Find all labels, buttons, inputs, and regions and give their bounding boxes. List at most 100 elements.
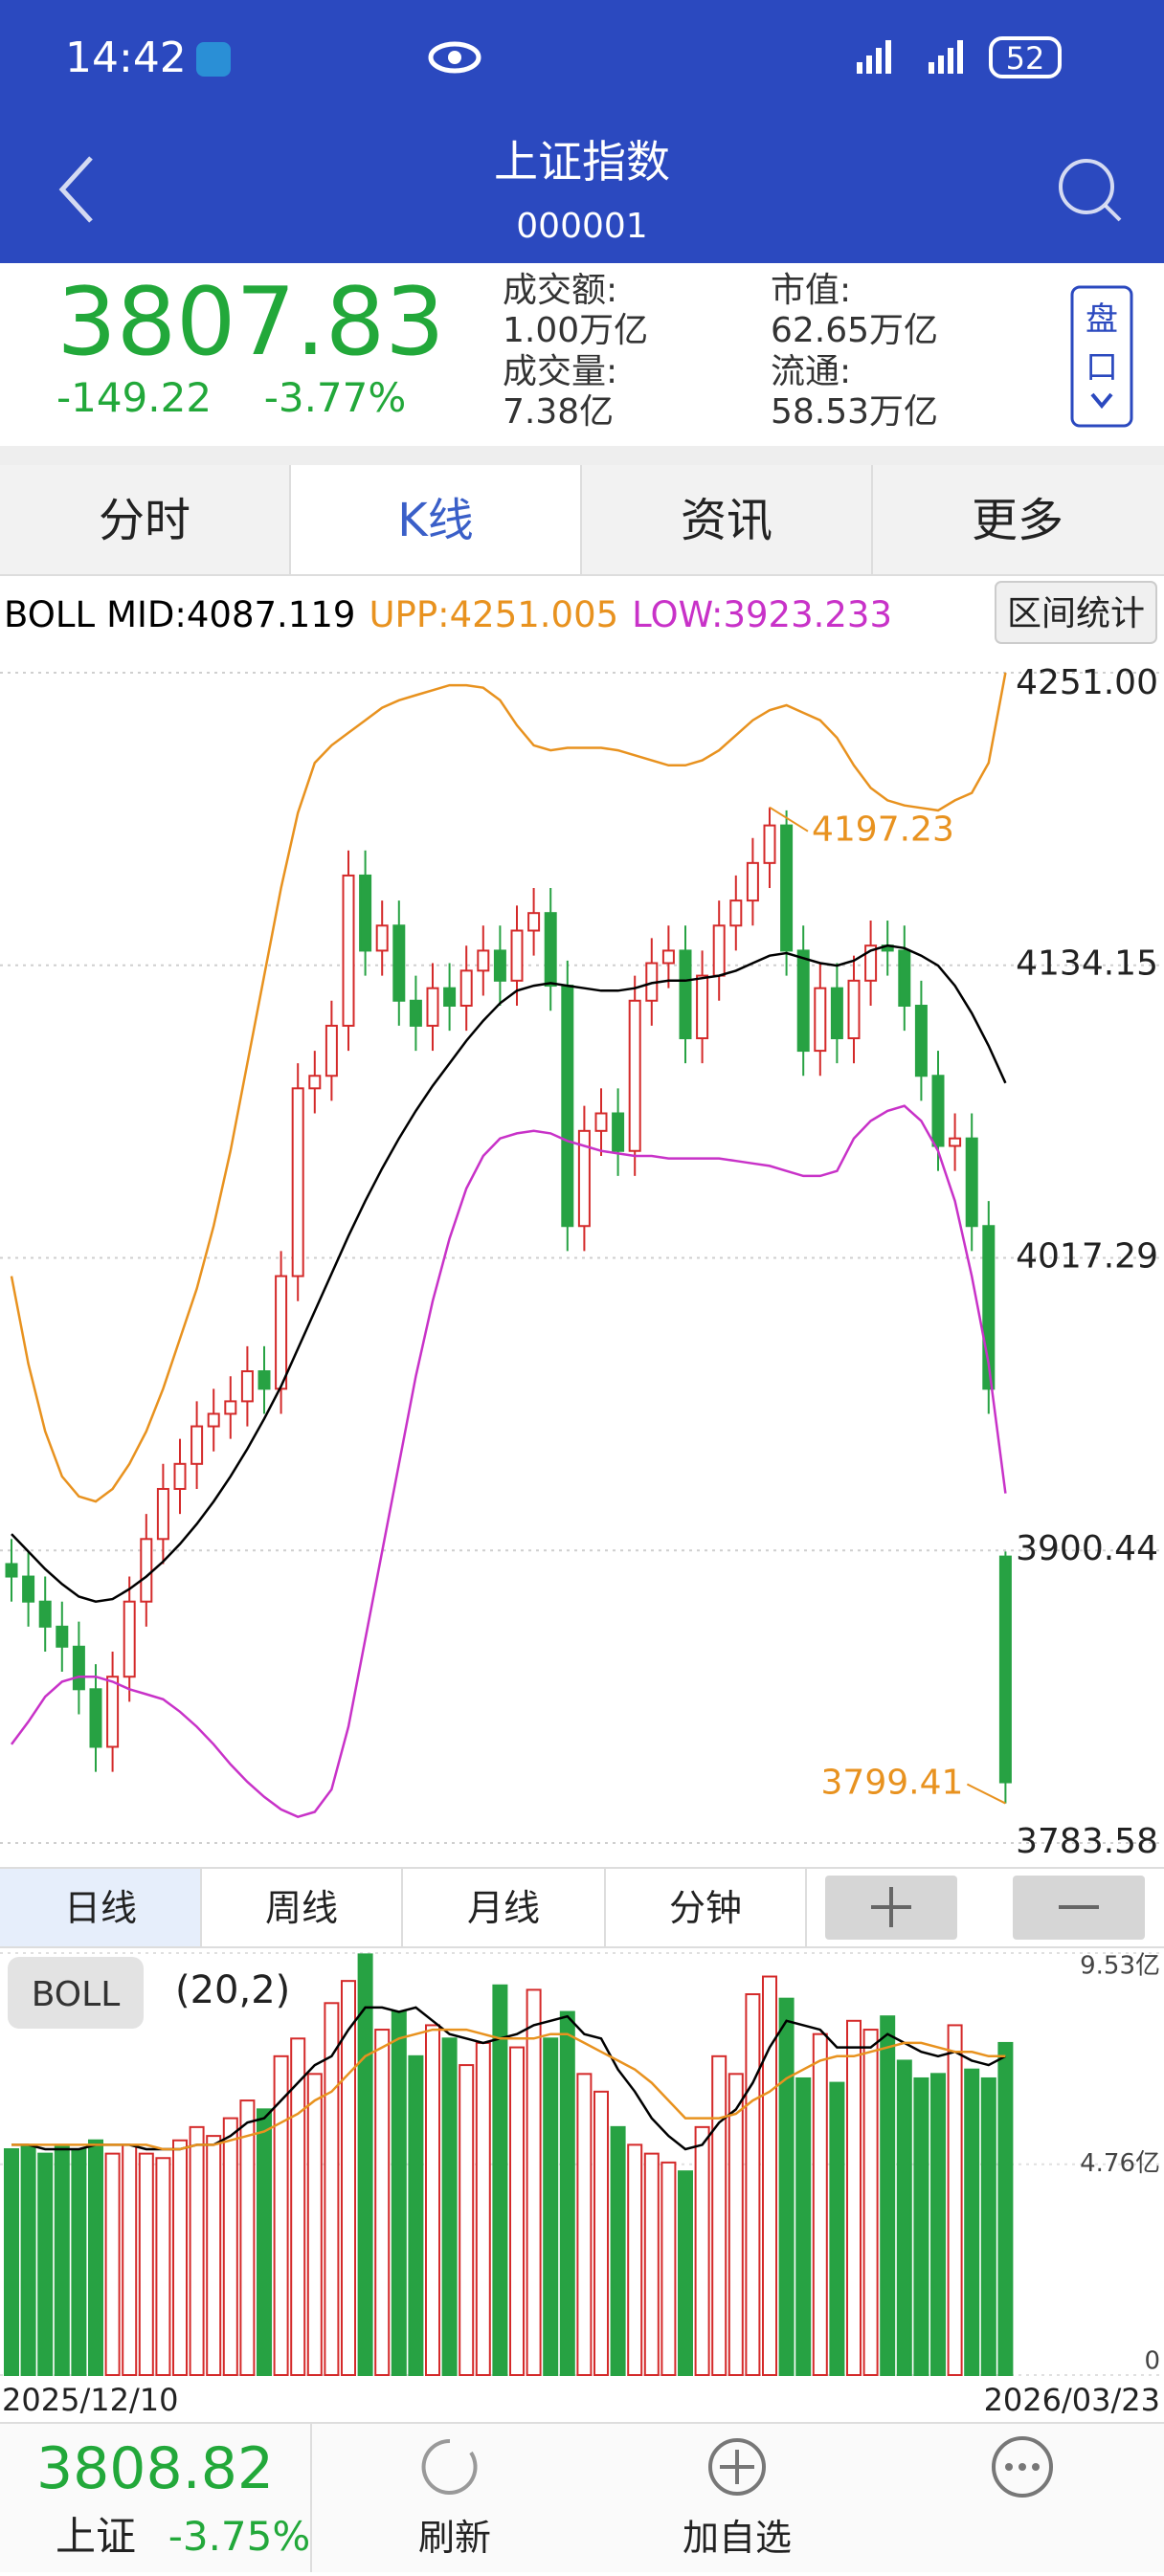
indicator-line [10, 672, 1007, 1503]
period-tab[interactable]: 月线 [467, 1887, 540, 1929]
candle-body [998, 1555, 1012, 1784]
action-label[interactable]: 刷新 [418, 2517, 491, 2559]
footer-price: 3808.82 [36, 2435, 274, 2502]
volume-bar [71, 2147, 87, 2376]
volume-bar [257, 2108, 272, 2377]
volume-bar [643, 2152, 660, 2377]
search-button[interactable] [1059, 159, 1114, 214]
candle-body [780, 824, 794, 952]
candle-body [342, 874, 355, 1027]
page-title: 上证指数 [494, 136, 670, 188]
indicator-line [10, 1104, 1007, 1819]
volume-bar [391, 2010, 407, 2376]
volume-bar [896, 2059, 912, 2376]
y-tick-label: 4017.29 [1016, 1237, 1158, 1277]
footer-change: -3.75% [168, 2513, 311, 2560]
indicator-button[interactable] [8, 1957, 144, 2029]
range-stats-button[interactable] [995, 581, 1157, 644]
candle-body [931, 1075, 945, 1147]
stat-value: 7.38亿 [503, 392, 614, 432]
period-tab[interactable]: 日线 [64, 1887, 137, 1929]
action-label[interactable]: 加自选 [683, 2517, 792, 2559]
signal-icons [857, 40, 963, 74]
candle-body [949, 1137, 962, 1147]
volume-bar [172, 2139, 188, 2376]
tab[interactable]: K线 [397, 494, 473, 547]
candle-body [594, 1112, 608, 1132]
header-bg [0, 0, 1164, 263]
tab[interactable]: 资讯 [681, 494, 772, 547]
annotation-leader [769, 806, 809, 833]
stat-label: 成交量: [503, 352, 617, 391]
volume-bar [576, 2073, 593, 2377]
candle-body [156, 1487, 169, 1541]
period-selected [0, 1868, 201, 1947]
candle-body [830, 987, 843, 1040]
volume-bar [880, 2015, 896, 2376]
y-tick-label: 4251.00 [1016, 663, 1158, 702]
volume-bar [559, 2010, 575, 2376]
more-button[interactable] [992, 2436, 1053, 2498]
volume-bar [593, 2090, 609, 2377]
volume-bar [155, 2157, 171, 2377]
plot-area: 4251.00 4134.15 4017.29 3900.44 3783.58 4197.… [0, 663, 1164, 2418]
volume-bar [290, 2037, 306, 2376]
volume-bar [408, 2054, 424, 2376]
volume-bar [222, 2117, 238, 2376]
button-text: 盘 [1086, 300, 1118, 339]
volume-bar [189, 2125, 205, 2376]
period-tab[interactable]: 周线 [265, 1887, 338, 1929]
plus-icon [871, 1887, 911, 1927]
eye-icon [428, 41, 481, 74]
candle-body [291, 1087, 304, 1277]
candle-body [106, 1676, 120, 1748]
volume-bar [138, 2152, 154, 2377]
tab[interactable]: 更多 [972, 494, 1063, 547]
back-button[interactable] [58, 156, 93, 223]
volume-bar [206, 2135, 222, 2377]
period-tab[interactable]: 分钟 [669, 1887, 742, 1929]
stat-label: 市值: [771, 271, 851, 310]
volume-bar [104, 2152, 121, 2377]
volume-bar [947, 2024, 963, 2377]
candle-body [459, 969, 473, 1007]
candle-body [493, 949, 506, 982]
indicator-params: (20,2) [175, 1968, 290, 2012]
battery [989, 36, 1062, 78]
candle-body [679, 949, 692, 1040]
volume-bar [812, 2032, 828, 2376]
candle-body [89, 1688, 102, 1748]
search-button [1104, 204, 1122, 222]
volume-bar [54, 2143, 70, 2376]
x-tick-label: 2025/12/10 [2, 2382, 178, 2418]
candle-body [207, 1412, 220, 1428]
volume-bar [930, 2073, 946, 2377]
volume-bar [745, 1993, 761, 2376]
volume-bar [980, 2076, 996, 2376]
volume-bar [492, 1984, 508, 2377]
volume-bar [829, 2081, 845, 2376]
candle-body [72, 1645, 85, 1691]
volume-bar [273, 2054, 289, 2376]
candle-body [426, 987, 439, 1027]
volume-bar [341, 1980, 356, 2377]
annotation: 4197.23 [812, 811, 954, 850]
footer-name: 上证 [56, 2513, 136, 2560]
volume-bar [913, 2076, 929, 2376]
candle-body [56, 1625, 69, 1648]
candle-body [712, 924, 726, 977]
candle-body [392, 924, 406, 1002]
tab[interactable]: 分时 [99, 494, 190, 547]
add-icon[interactable] [708, 2438, 766, 2496]
candle-body [561, 985, 574, 1228]
order-book-button[interactable] [1070, 285, 1133, 428]
volume-bar [678, 2170, 693, 2376]
candle-body [544, 912, 557, 988]
candle-body [409, 999, 422, 1027]
candle-body [965, 1137, 978, 1228]
volume-bar [762, 1975, 777, 2376]
refresh-icon[interactable] [421, 2438, 478, 2495]
tab-selected [290, 465, 581, 575]
indicator-line [11, 2028, 1006, 2151]
